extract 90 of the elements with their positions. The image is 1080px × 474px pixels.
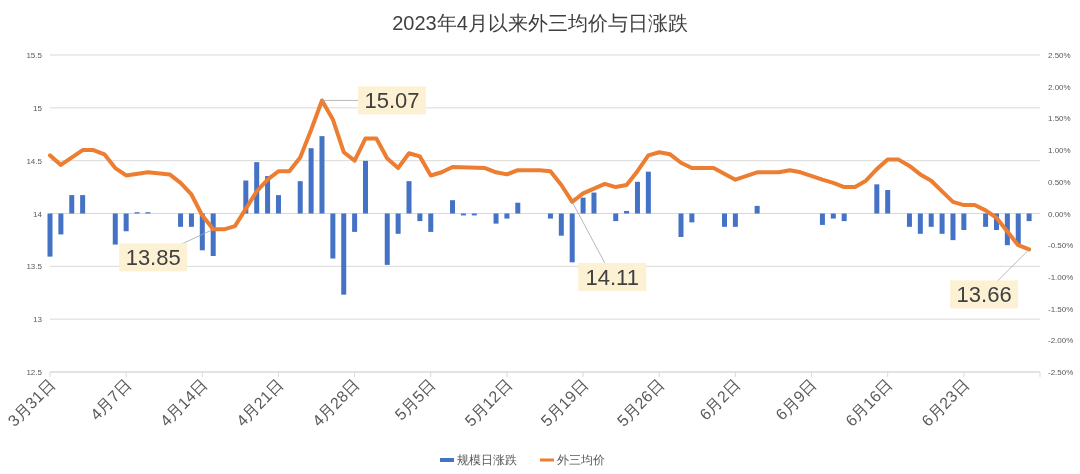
x-tick-label: 4月14日 (156, 376, 211, 430)
y2-tick-label: -2.50% (1048, 368, 1074, 377)
bar (613, 213, 619, 222)
x-tick-label: 5月26日 (613, 376, 668, 430)
bar (515, 202, 521, 214)
x-tick-label: 4月21日 (233, 376, 287, 430)
bar (569, 213, 575, 263)
y2-tick-label: 2.50% (1048, 51, 1071, 60)
bar (308, 148, 314, 214)
bar (558, 213, 564, 236)
y2-tick-label: -0.50% (1048, 241, 1074, 251)
bar (330, 213, 336, 259)
bar (406, 181, 412, 214)
bar (123, 213, 129, 232)
bar (275, 195, 281, 214)
bar (841, 213, 847, 222)
legend-label: 规模日涨跌 (457, 453, 517, 467)
x-tick-label: 3月31日 (4, 376, 59, 430)
chart-title: 2023年4月以来外三均价与日涨跌 (392, 12, 688, 34)
annotation: 13.85 (125, 245, 181, 271)
y-tick-label: 12.5 (26, 368, 43, 377)
bar (1026, 213, 1032, 222)
annotation: 13.66 (956, 282, 1012, 308)
bar (689, 213, 695, 223)
bar (450, 200, 456, 214)
y2-tick-label: 0.00% (1048, 209, 1071, 219)
x-tick-label: 5月5日 (391, 376, 439, 424)
bar (885, 190, 891, 214)
bar (319, 136, 325, 214)
y-tick-label: 13 (33, 315, 43, 325)
bar (591, 192, 597, 214)
bar (678, 213, 684, 237)
x-tick-label: 6月23日 (918, 376, 972, 430)
y-tick-label: 14 (33, 209, 43, 219)
bar (178, 213, 184, 227)
y2-tick-label: 1.50% (1048, 114, 1071, 124)
bar (645, 171, 651, 214)
bar (547, 213, 553, 219)
bar (732, 213, 738, 227)
x-tick-label: 5月12日 (461, 376, 516, 430)
annotation: 14.11 (585, 264, 639, 290)
y2-tick-label: 1.00% (1048, 146, 1071, 156)
y2-tick-label: 2.00% (1048, 82, 1071, 92)
bar (417, 213, 423, 222)
bar (906, 213, 912, 227)
bar (819, 213, 825, 225)
bar (58, 213, 64, 235)
y2-tick-label: -1.50% (1048, 304, 1074, 314)
bar (917, 213, 923, 234)
y-tick-label: 15 (33, 103, 43, 113)
bar (395, 213, 401, 234)
annotation: 15.07 (364, 88, 420, 114)
bar (80, 195, 86, 214)
bar (341, 213, 347, 295)
bar (722, 213, 728, 227)
x-tick-label: 4月7日 (87, 376, 135, 424)
bar (928, 213, 934, 227)
bar (493, 213, 499, 224)
bar (624, 210, 630, 214)
y2-tick-label: 0.50% (1048, 177, 1071, 187)
y-tick-label: 14.5 (26, 156, 43, 166)
bar (874, 184, 880, 214)
x-tick-label: 6月2日 (696, 376, 744, 424)
x-tick-label: 6月9日 (772, 376, 820, 424)
legend-label: 外三均价 (557, 453, 605, 467)
y-tick-label: 13.5 (26, 262, 43, 272)
bar (580, 197, 586, 214)
bar (384, 213, 390, 265)
bar (297, 181, 303, 214)
bar (830, 213, 836, 219)
bar (188, 213, 194, 227)
bar (352, 213, 358, 232)
y-tick-label: 15.5 (26, 51, 43, 60)
x-tick-label: 5月19日 (537, 376, 592, 430)
bar (950, 213, 956, 241)
bar (47, 213, 53, 257)
bar (504, 213, 510, 219)
bar (961, 213, 967, 230)
bar (363, 160, 368, 214)
y2-tick-label: -1.00% (1048, 272, 1074, 282)
bar (939, 213, 945, 234)
bar (112, 213, 118, 245)
bar (428, 213, 434, 232)
bar (634, 181, 640, 214)
y2-tick-label: -2.00% (1048, 336, 1074, 346)
x-tick-label: 6月16日 (842, 376, 896, 430)
bar (754, 205, 760, 214)
bar (69, 195, 75, 214)
x-tick-label: 4月28日 (309, 376, 363, 430)
bar (983, 213, 989, 227)
